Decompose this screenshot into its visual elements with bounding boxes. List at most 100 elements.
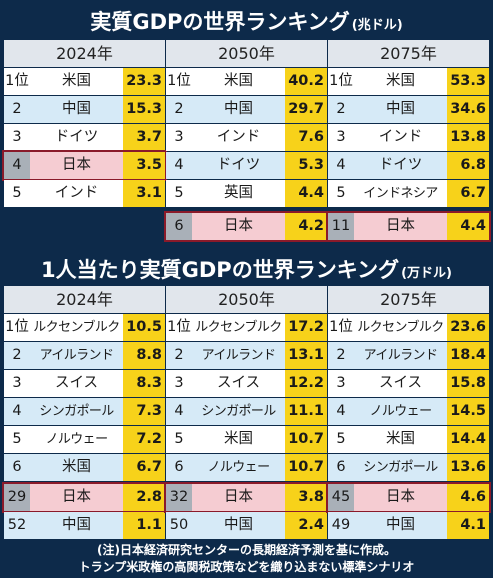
- table-row: 4 ドイツ 6.8: [328, 152, 489, 179]
- value-cell: 7.2: [123, 426, 165, 453]
- country-cell: 中国: [386, 517, 415, 533]
- table-row: 1位 ルクセンブルク 23.6: [328, 314, 489, 341]
- table-row: 1位 米国 23.3: [4, 68, 165, 95]
- country-cell: 米国: [224, 431, 253, 447]
- table-row: 2 アイルランド 8.8: [4, 342, 165, 369]
- value-cell: 8.8: [123, 342, 165, 369]
- country-cell: ノルウェー: [207, 460, 270, 475]
- rank-cell: 2: [336, 101, 346, 117]
- rank-cell: 45: [328, 484, 354, 511]
- year-header: 2024年: [4, 286, 165, 313]
- table-row: 3 スイス 8.3: [4, 370, 165, 397]
- country-cell: 日本: [386, 218, 415, 234]
- country-cell: 米国: [386, 73, 415, 89]
- rank-cell: 1位: [329, 319, 353, 335]
- rank-cell: 6: [336, 459, 346, 475]
- value-cell: 17.2: [285, 314, 327, 341]
- table-row-japan: 45 日本 4.6: [328, 484, 489, 511]
- rank-cell: 4: [174, 403, 184, 419]
- table-row-japan: 6 日本 4.2: [166, 213, 327, 240]
- rank-cell: 1位: [167, 319, 191, 335]
- rank-cell: 5: [174, 185, 184, 201]
- year-header: 2024年: [4, 40, 165, 67]
- value-cell: 2.8: [123, 484, 165, 511]
- value-cell: 4.6: [447, 484, 489, 511]
- table-row: 3 インド 7.6: [166, 124, 327, 151]
- value-cell: 3.8: [285, 484, 327, 511]
- table-row-japan: 11 日本 4.4: [328, 213, 489, 240]
- country-cell: スイス: [216, 375, 261, 391]
- country-cell: スイス: [378, 375, 423, 391]
- table-row: 1位 ルクセンブルク 17.2: [166, 314, 327, 341]
- value-cell: 12.2: [285, 370, 327, 397]
- country-cell: アイルランド: [363, 348, 438, 363]
- table-row: 6 ノルウェー 10.7: [166, 454, 327, 481]
- value-cell: 3.1: [123, 180, 165, 207]
- country-cell: 米国: [62, 459, 91, 475]
- table-row: 3 スイス 12.2: [166, 370, 327, 397]
- table-row: 2 中国 29.7: [166, 96, 327, 123]
- rank-cell: 1位: [167, 73, 191, 89]
- value-cell: 23.6: [447, 314, 489, 341]
- country-cell: ルクセンブルク: [357, 320, 444, 335]
- value-cell: 13.8: [447, 124, 489, 151]
- rank-cell: 50: [169, 517, 189, 533]
- rank-cell: 29: [4, 484, 30, 511]
- rank-cell: 1位: [5, 73, 29, 89]
- footnote-line-2: トランプ米政権の高関税政策などを織り込まない標準シナリオ: [78, 560, 415, 574]
- value-cell: 4.4: [285, 180, 327, 207]
- table-row: 5 米国 10.7: [166, 426, 327, 453]
- country-cell: 米国: [224, 73, 253, 89]
- rank-cell: 5: [12, 431, 22, 447]
- section-title-text: 1人当たり実質GDPの世界ランキング: [41, 258, 400, 282]
- table-row-japan: 32 日本 3.8: [166, 484, 327, 511]
- value-cell: 10.5: [123, 314, 165, 341]
- country-cell: 日本: [62, 489, 91, 505]
- rank-cell: 3: [12, 129, 22, 145]
- table-row: 50 中国 2.4: [166, 512, 327, 539]
- rank-cell: 4: [4, 152, 30, 179]
- value-cell: 1.1: [123, 512, 165, 539]
- rank-cell: 4: [336, 157, 346, 173]
- table-row: 5 インド 3.1: [4, 180, 165, 207]
- rank-cell: 6: [174, 459, 184, 475]
- rank-cell: 3: [174, 129, 184, 145]
- country-cell: 日本: [224, 218, 253, 234]
- table-row: 5 米国 14.4: [328, 426, 489, 453]
- table-row: 52 中国 1.1: [4, 512, 165, 539]
- table-row: 1位 米国 40.2: [166, 68, 327, 95]
- rank-cell: 4: [174, 157, 184, 173]
- table-row: 3 スイス 15.8: [328, 370, 489, 397]
- value-cell: 53.3: [447, 68, 489, 95]
- rank-cell: 3: [12, 375, 22, 391]
- rank-cell: 2: [12, 101, 22, 117]
- country-cell: ドイツ: [216, 157, 261, 173]
- rank-cell: 2: [12, 347, 22, 363]
- table-row: 5 インドネシア 6.7: [328, 180, 489, 207]
- country-cell: シンガポール: [201, 404, 276, 419]
- table-row: 1位 ルクセンブルク 10.5: [4, 314, 165, 341]
- table-row: 5 ノルウェー 7.2: [4, 426, 165, 453]
- country-cell: スイス: [54, 375, 99, 391]
- value-cell: 34.6: [447, 96, 489, 123]
- year-header: 2050年: [166, 286, 327, 313]
- year-header: 2075年: [328, 40, 489, 67]
- rank-cell: 49: [331, 517, 351, 533]
- footnote-line-1: (注)日本経済研究センターの長期経済予測を基に作成。: [97, 543, 396, 557]
- value-cell: 4.2: [285, 213, 327, 240]
- table-row-japan: 29 日本 2.8: [4, 484, 165, 511]
- country-cell: 日本: [386, 489, 415, 505]
- rank-cell: 6: [166, 213, 192, 240]
- year-header: 2075年: [328, 286, 489, 313]
- year-header: 2050年: [166, 40, 327, 67]
- table-row: 1位 米国 53.3: [328, 68, 489, 95]
- value-cell: 3.7: [123, 124, 165, 151]
- country-cell: 中国: [224, 517, 253, 533]
- country-cell: 日本: [224, 489, 253, 505]
- country-cell: ノルウェー: [45, 432, 108, 447]
- value-cell: 23.3: [123, 68, 165, 95]
- rank-cell: 3: [336, 129, 346, 145]
- rank-cell: 6: [12, 459, 22, 475]
- section-unit: (兆ドル): [351, 18, 403, 33]
